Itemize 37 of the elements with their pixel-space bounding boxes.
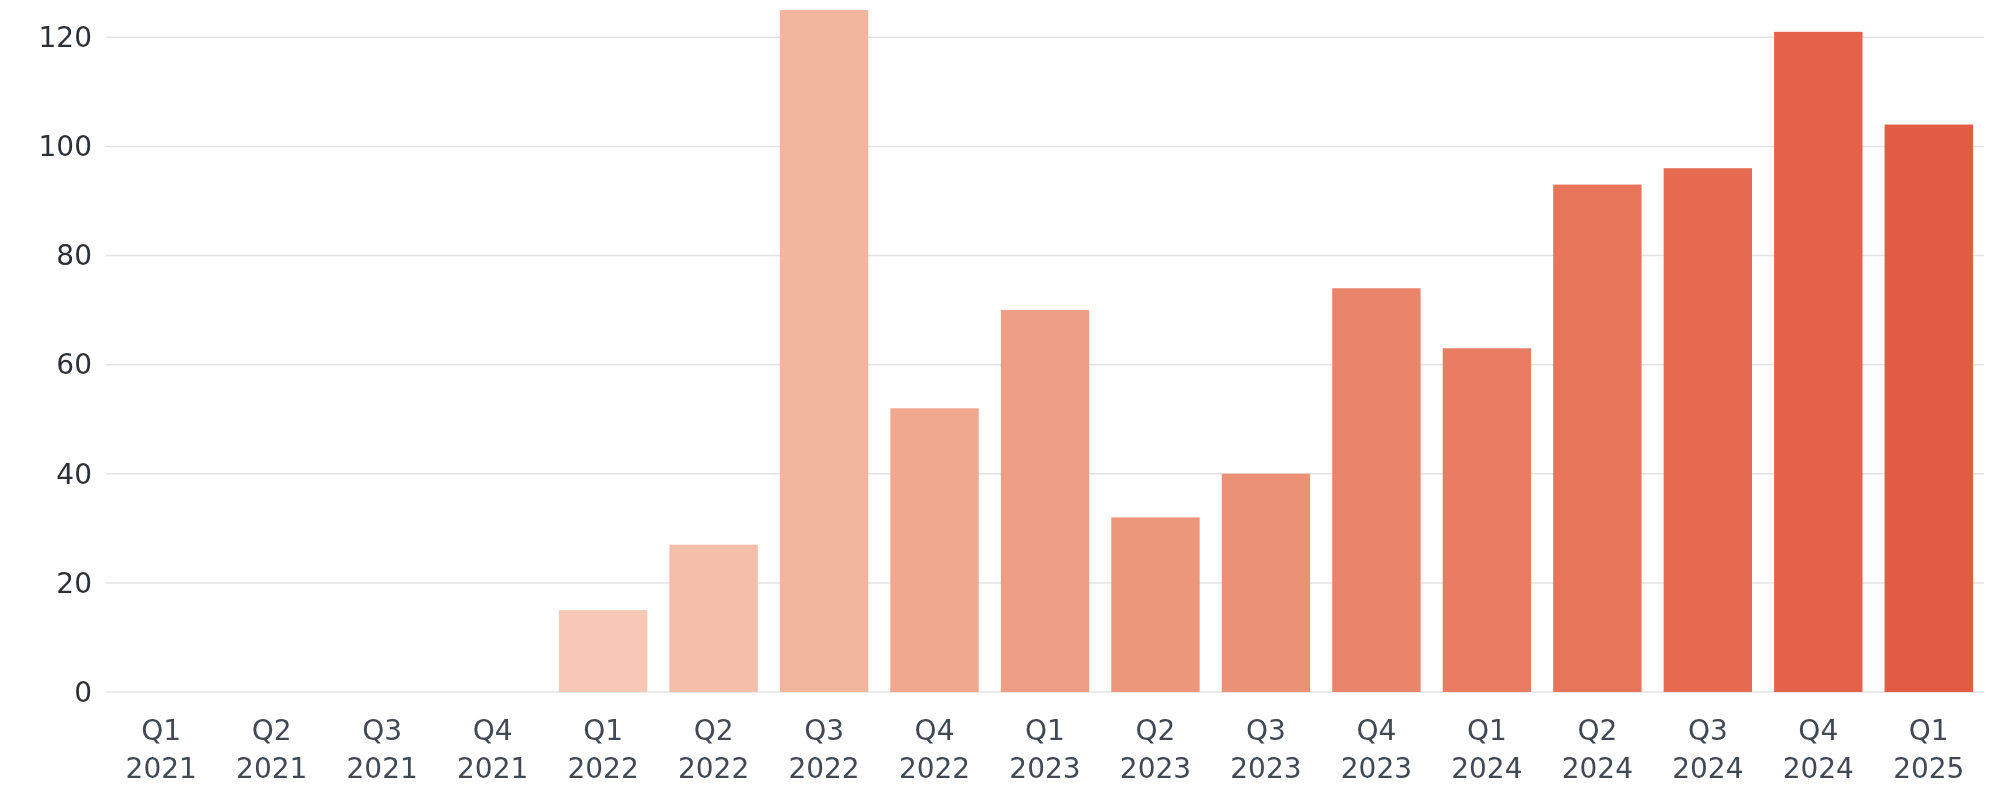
- x-tick-label: Q4 2021: [457, 714, 529, 785]
- y-tick-label: 120: [38, 21, 92, 55]
- x-tick-label: Q3 2022: [788, 714, 860, 785]
- x-tick-label: Q4 2023: [1340, 714, 1413, 785]
- x-tick-label: Q2 2021: [236, 714, 308, 785]
- y-tick-label: 20: [56, 566, 92, 600]
- bar: [890, 408, 979, 692]
- x-tick-label: Q1 2024: [1451, 714, 1523, 785]
- bar: [1332, 288, 1421, 692]
- x-tick-label: Q4 2022: [898, 714, 971, 785]
- x-tick-label: Q2 2024: [1561, 714, 1633, 785]
- y-tick-label: 40: [56, 457, 92, 491]
- y-tick-label: 0: [74, 675, 92, 709]
- x-tick-label: Q2 2022: [677, 714, 750, 785]
- y-tick-label: 80: [56, 239, 92, 273]
- x-tick-label: Q1 2025: [1893, 714, 1965, 785]
- bar: [1442, 348, 1532, 692]
- bar: [1663, 168, 1753, 692]
- x-tick-label: Q1 2022: [567, 714, 639, 785]
- bar: [1000, 310, 1090, 692]
- x-tick-label: Q3 2023: [1230, 714, 1302, 785]
- bar: [779, 10, 869, 692]
- bar: [1111, 517, 1200, 692]
- y-tick-label: 60: [56, 348, 92, 382]
- x-tick-label: Q1 2021: [125, 714, 197, 785]
- x-tick-label: Q4 2024: [1782, 714, 1854, 785]
- x-tick-label: Q1 2023: [1009, 714, 1081, 785]
- bar: [558, 610, 648, 692]
- bar: [1884, 124, 1973, 692]
- x-tick-label: Q2 2023: [1119, 714, 1192, 785]
- bar: [1553, 184, 1642, 692]
- bar: [1221, 473, 1311, 692]
- y-tick-label: 100: [38, 130, 92, 164]
- x-tick-label: Q3 2024: [1672, 714, 1744, 785]
- bar: [1774, 31, 1863, 692]
- x-tick-label: Q3 2021: [346, 714, 418, 785]
- bar: [669, 544, 758, 692]
